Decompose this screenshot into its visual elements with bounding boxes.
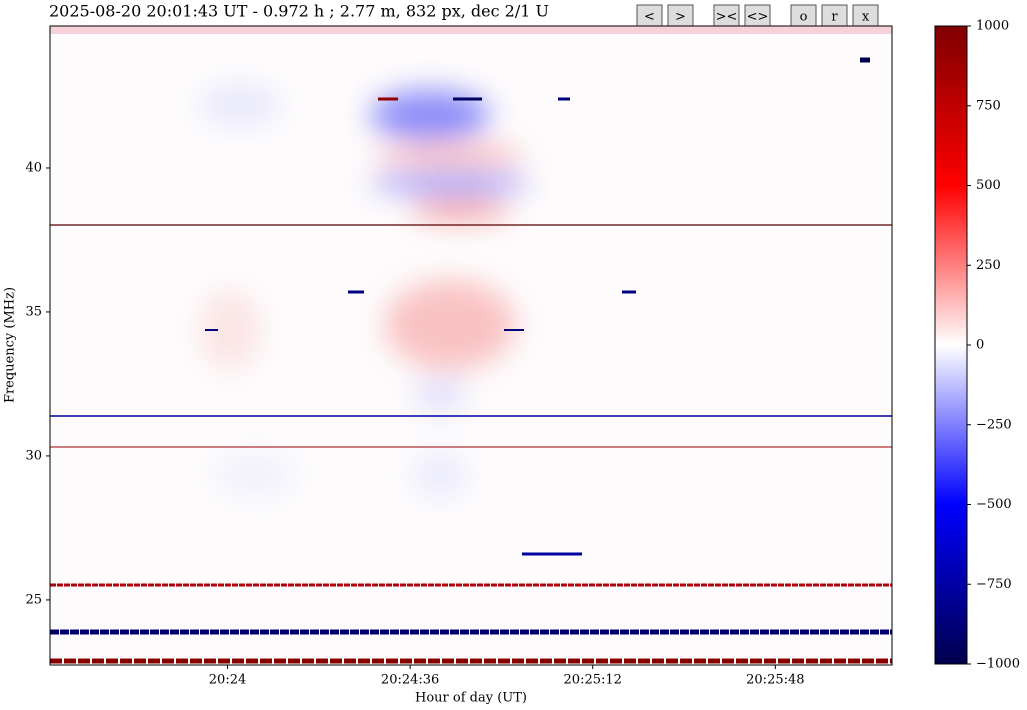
colorbar-tick-label: −250	[976, 417, 1012, 432]
y-tick-label: 40	[25, 160, 42, 175]
colorbar-tick-label: 750	[976, 98, 1001, 113]
button-label[interactable]: x	[862, 10, 870, 25]
x-tick-label: 20:24:36	[381, 673, 439, 688]
button-label[interactable]: r	[831, 10, 838, 25]
axes: 25 30 35 40 20:24 20:24:36 20:25:12 20:25:48 −10…	[25, 19, 1020, 688]
colorbar-tick-label: 250	[976, 258, 1001, 273]
button-label[interactable]: o	[800, 10, 808, 25]
colorbar-tick-label: 1000	[976, 19, 1009, 34]
x-tick-label: 20:24	[209, 673, 246, 688]
button-label[interactable]: ><	[716, 10, 738, 25]
x-tick-label: 20:25:12	[564, 673, 622, 688]
y-axis-label: Frequency (MHz)	[3, 287, 18, 403]
y-tick-label: 35	[25, 304, 42, 319]
y-tick-label: 30	[25, 448, 42, 463]
x-tick-label: 20:25:48	[746, 673, 804, 688]
heatmap-image	[50, 26, 892, 665]
plot-frame	[49, 25, 893, 666]
button-label[interactable]: <>	[747, 10, 769, 25]
colorbar-tick-label: 0	[976, 338, 984, 353]
y-tick-label: 25	[25, 592, 42, 607]
x-axis-label: Hour of day (UT)	[415, 691, 527, 706]
colorbar-tick-label: 500	[976, 178, 1001, 193]
button-label[interactable]: >	[675, 10, 686, 25]
colorbar-tick-label: −500	[976, 497, 1012, 512]
colorbar	[934, 25, 968, 665]
button-label[interactable]: <	[644, 10, 655, 25]
colorbar-tick-label: −1000	[976, 657, 1020, 672]
colorbar-tick-label: −750	[976, 577, 1012, 592]
chart-title: 2025-08-20 20:01:43 UT - 0.972 h ; 2.77 …	[49, 2, 549, 21]
